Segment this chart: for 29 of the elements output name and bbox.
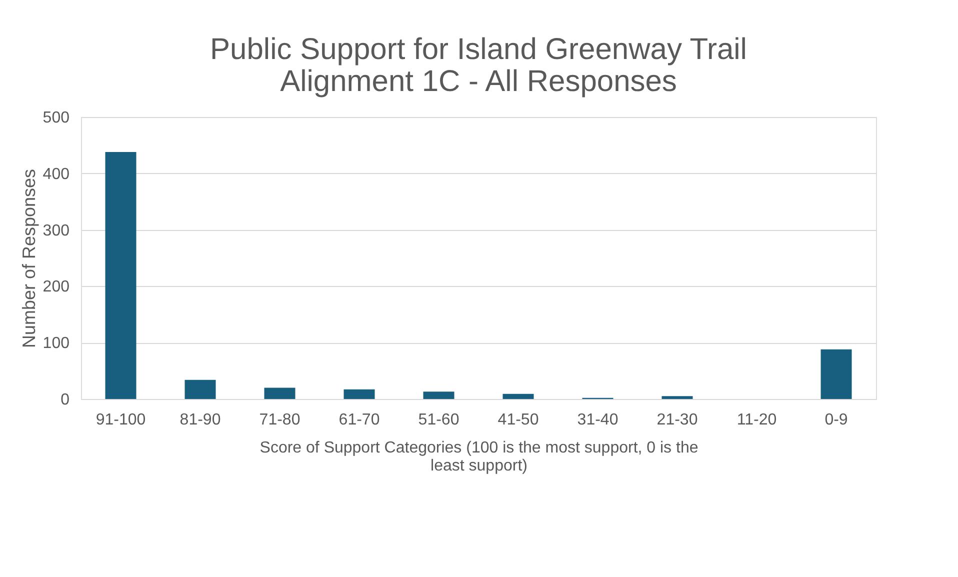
x-tick-label: 71-80: [259, 412, 300, 428]
y-tick-label: 100: [42, 335, 70, 352]
text: Alignment 1C - All Responses: [280, 65, 677, 98]
y-tick-label: 300: [42, 222, 70, 240]
x-tick-label: 81-90: [180, 412, 221, 428]
text: Score of Support Categories (100 is the most support, 0 is the: [260, 440, 698, 456]
text: least support): [430, 458, 528, 474]
x-tick-label: 11-20: [736, 412, 777, 428]
y-tick-label: 400: [42, 166, 70, 183]
y-axis-title: Number of Responses: [18, 168, 39, 348]
bar: [344, 389, 375, 399]
bar: [502, 394, 534, 399]
bar: [423, 392, 454, 399]
bar: [820, 349, 852, 399]
text: Public Support for Island Greenway Trail: [210, 33, 747, 66]
x-tick-label: 91-100: [96, 412, 146, 428]
bar: [184, 380, 216, 399]
bar: [264, 388, 296, 399]
y-tick-label: 0: [60, 392, 70, 408]
bar: [105, 152, 136, 399]
bar: [662, 396, 693, 399]
y-tick-label: 500: [42, 110, 70, 126]
x-tick-label: 21-30: [656, 412, 698, 428]
x-tick-label: 51-60: [418, 412, 460, 428]
x-tick-label: 41-50: [498, 412, 539, 428]
x-tick-label: 0-9: [824, 412, 848, 428]
x-tick-label: 61-70: [338, 412, 380, 428]
x-tick-label: 31-40: [577, 412, 618, 428]
y-tick-label: 200: [42, 278, 70, 296]
